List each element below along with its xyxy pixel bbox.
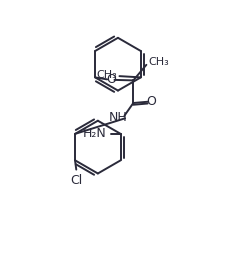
Text: CH₃: CH₃ (96, 70, 117, 80)
Text: CH₃: CH₃ (148, 57, 169, 67)
Text: NH: NH (108, 111, 127, 124)
Text: Cl: Cl (70, 174, 82, 187)
Text: O: O (146, 95, 156, 108)
Text: O: O (105, 73, 115, 86)
Text: H₂N: H₂N (83, 128, 106, 140)
